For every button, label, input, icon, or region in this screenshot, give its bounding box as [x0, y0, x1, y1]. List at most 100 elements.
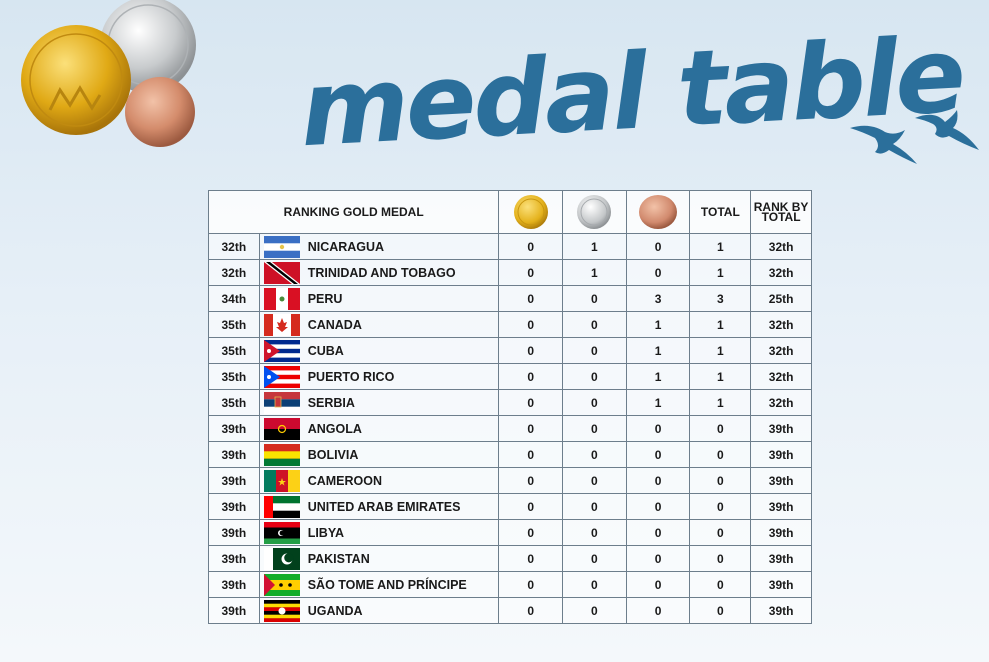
silver-count: 0 [562, 415, 627, 442]
gold-count: 0 [498, 337, 564, 364]
gold-count: 0 [498, 285, 564, 312]
country-name: UGANDA [307, 603, 363, 618]
bronze-count: 1 [625, 337, 691, 364]
country-cell: PERU [258, 285, 500, 312]
silver-count: 0 [562, 493, 627, 520]
rank-cell: 39th [208, 571, 260, 598]
total-count: 0 [689, 545, 752, 572]
rank-by-total: 39th [750, 545, 812, 572]
gold-count: 0 [498, 441, 564, 468]
country-cell: SÃO TOME AND PRÍNCIPE [258, 571, 500, 598]
rank-cell: 35th [208, 363, 260, 390]
table-row: 32th NICARAGUA 0 1 0 1 32th [208, 233, 812, 260]
silver-count: 0 [562, 285, 627, 312]
country-name: SERBIA [307, 395, 355, 410]
total-count: 1 [689, 389, 752, 416]
country-name: LIBYA [307, 525, 345, 540]
country-name: CAMEROON [307, 473, 383, 488]
total-count: 1 [689, 337, 752, 364]
total-count: 1 [689, 311, 752, 338]
gold-count: 0 [498, 233, 564, 260]
silver-count: 0 [562, 467, 627, 494]
pakistan-flag-icon [263, 547, 300, 570]
bronze-count: 0 [625, 259, 691, 286]
bronze-count: 0 [625, 441, 691, 468]
total-count: 0 [689, 467, 752, 494]
table-row: 32th TRINIDAD AND TOBAGO 0 1 0 1 32th [208, 259, 812, 286]
table-row: 39th LIBYA 0 0 0 0 39th [208, 519, 812, 546]
country-cell: CUBA [258, 337, 500, 364]
country-name: CUBA [307, 343, 344, 358]
gold-count: 0 [498, 519, 564, 546]
serbia-flag-icon [263, 391, 300, 414]
rank-by-total: 39th [750, 571, 812, 598]
silver-count: 0 [562, 441, 627, 468]
rank-by-total: 32th [750, 259, 812, 286]
country-cell: TRINIDAD AND TOBAGO [258, 259, 500, 286]
medals-decoration [21, 0, 196, 147]
sao-tome-flag-icon [263, 573, 300, 596]
total-count: 1 [689, 363, 752, 390]
table-row: 35th CANADA 0 0 1 1 32th [208, 311, 812, 338]
trinidad-and-tobago-flag-icon [263, 261, 300, 284]
country-name: ANGOLA [307, 421, 362, 436]
rank-by-total: 39th [750, 467, 812, 494]
bronze-count: 1 [625, 363, 691, 390]
bronze-count: 0 [625, 467, 691, 494]
table-row: 39th CAMEROON 0 0 0 0 39th [208, 467, 812, 494]
gold-count: 0 [498, 259, 564, 286]
country-name: SÃO TOME AND PRÍNCIPE [307, 577, 467, 592]
bronze-count: 0 [625, 233, 691, 260]
rank-by-total: 39th [750, 441, 812, 468]
bronze-count: 0 [625, 545, 691, 572]
country-cell: SERBIA [258, 389, 500, 416]
bronze-medal-icon [125, 77, 195, 147]
nicaragua-flag-icon [263, 235, 300, 258]
table-row: 39th ANGOLA 0 0 0 0 39th [208, 415, 812, 442]
table-row: 35th SERBIA 0 0 1 1 32th [208, 389, 812, 416]
country-cell: NICARAGUA [258, 233, 500, 260]
country-name: CANADA [307, 317, 362, 332]
gold-count: 0 [498, 415, 564, 442]
birds-icon [850, 110, 979, 164]
medal-table: RANKING GOLD MEDAL TOTAL [207, 190, 812, 624]
table-header-row: RANKING GOLD MEDAL TOTAL [207, 190, 812, 234]
gold-count: 0 [498, 389, 564, 416]
rank-cell: 39th [208, 519, 260, 546]
peru-flag-icon [263, 287, 300, 310]
total-count: 0 [689, 415, 752, 442]
bronze-count: 0 [625, 415, 691, 442]
country-name: PUERTO RICO [307, 369, 395, 384]
total-count: 0 [689, 571, 752, 598]
country-name: BOLIVIA [307, 447, 359, 462]
gold-count: 0 [498, 571, 564, 598]
rank-by-total: 39th [750, 493, 812, 520]
rank-cell: 39th [208, 467, 260, 494]
country-cell: UGANDA [258, 597, 500, 624]
bronze-count: 1 [625, 311, 691, 338]
gold-count: 0 [498, 597, 564, 624]
country-cell: CANADA [258, 311, 500, 338]
cuba-flag-icon [263, 339, 300, 362]
puerto-rico-flag-icon [263, 365, 300, 388]
bronze-count: 0 [625, 493, 691, 520]
rank-cell: 39th [208, 545, 260, 572]
total-count: 1 [689, 233, 752, 260]
bronze-header [625, 190, 691, 234]
country-cell: UNITED ARAB EMIRATES [258, 493, 500, 520]
silver-count: 0 [562, 363, 627, 390]
rank-by-total: 39th [750, 415, 812, 442]
total-count: 0 [689, 519, 752, 546]
bronze-count: 0 [625, 519, 691, 546]
bronze-count: 1 [625, 389, 691, 416]
table-row: 39th UGANDA 0 0 0 0 39th [208, 597, 812, 624]
bronze-count: 3 [625, 285, 691, 312]
gold-count: 0 [498, 363, 564, 390]
total-count: 0 [689, 493, 752, 520]
silver-count: 0 [562, 311, 627, 338]
rank-by-total-header: RANK BY TOTAL [750, 190, 812, 234]
silver-count: 1 [562, 233, 627, 260]
gold-count: 0 [498, 493, 564, 520]
total-count: 0 [689, 441, 752, 468]
country-name: PAKISTAN [307, 551, 370, 566]
